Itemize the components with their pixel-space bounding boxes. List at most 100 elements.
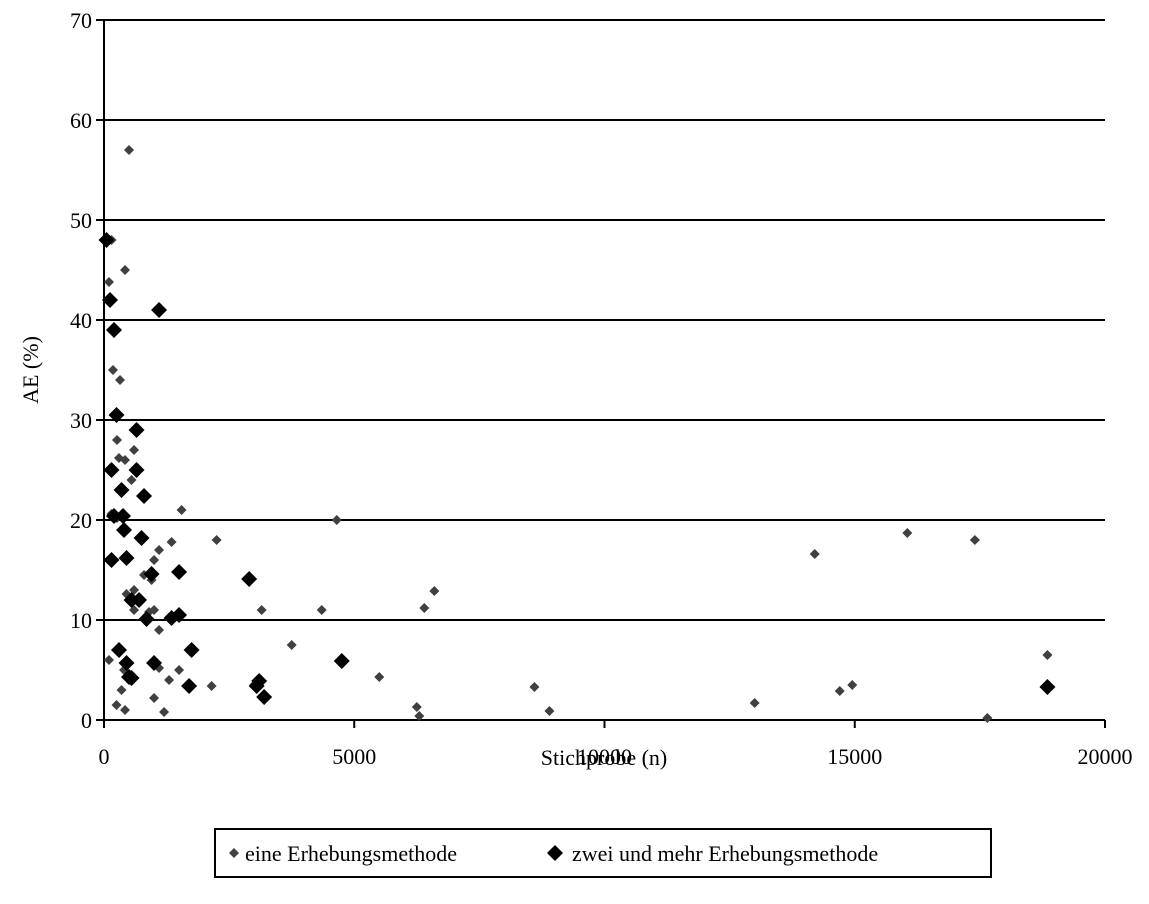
scatter-point-series-1 xyxy=(164,675,175,685)
y-tick-label: 20 xyxy=(70,508,92,533)
legend-label-series-1: eine Erhebungsmethode xyxy=(245,841,457,866)
y-axis-ticks: 0 10 20 30 40 50 60 70 xyxy=(70,8,104,733)
scatter-point-series-2 xyxy=(181,678,198,694)
data-points xyxy=(98,145,1056,723)
x-tick-label: 5000 xyxy=(332,744,376,769)
scatter-point-series-1 xyxy=(419,603,430,613)
scatter-point-series-2 xyxy=(113,482,130,498)
scatter-point-series-1 xyxy=(847,680,858,690)
scatter-point-series-1 xyxy=(411,702,422,712)
scatter-point-series-1 xyxy=(149,693,160,703)
y-tick-label: 10 xyxy=(70,608,92,633)
scatter-point-series-2 xyxy=(103,462,120,478)
scatter-point-series-1 xyxy=(112,435,123,445)
scatter-point-series-2 xyxy=(171,564,188,580)
scatter-point-series-1 xyxy=(121,589,132,599)
scatter-point-series-1 xyxy=(982,713,993,723)
scatter-point-series-1 xyxy=(115,375,126,385)
y-axis-title: AE (%) xyxy=(18,336,43,404)
scatter-point-series-2 xyxy=(256,689,273,705)
scatter-point-series-1 xyxy=(119,665,130,675)
y-tick-label: 30 xyxy=(70,408,92,433)
x-axis-ticks: 0 5000 10000 15000 20000 xyxy=(99,720,1133,769)
scatter-point-series-1 xyxy=(1042,650,1053,660)
scatter-point-series-2 xyxy=(1039,679,1056,695)
scatter-point-series-2 xyxy=(115,508,132,524)
scatter-point-series-1 xyxy=(176,505,187,515)
scatter-point-series-2 xyxy=(163,610,180,626)
scatter-point-series-1 xyxy=(120,455,131,465)
scatter-point-series-2 xyxy=(138,611,155,627)
scatter-point-series-1 xyxy=(126,475,137,485)
scatter-point-series-2 xyxy=(248,678,265,694)
legend-box xyxy=(214,828,992,878)
y-tick-label: 0 xyxy=(81,708,92,733)
scatter-point-series-1 xyxy=(120,265,131,275)
scatter-point-series-2 xyxy=(123,670,140,686)
scatter-point-series-1 xyxy=(544,706,555,716)
scatter-point-series-1 xyxy=(529,682,540,692)
legend-marker-series-1 xyxy=(229,848,239,858)
scatter-point-series-1 xyxy=(166,537,177,547)
scatter-point-series-1 xyxy=(286,640,297,650)
scatter-point-series-2 xyxy=(128,422,145,438)
grid-lines xyxy=(104,19,1105,621)
scatter-point-series-1 xyxy=(331,515,342,525)
scatter-point-series-1 xyxy=(256,605,267,615)
scatter-point-series-1 xyxy=(902,528,913,538)
scatter-point-series-1 xyxy=(104,277,115,287)
scatter-point-series-1 xyxy=(414,711,425,721)
scatter-point-series-1 xyxy=(834,686,845,696)
scatter-point-series-1 xyxy=(104,655,115,665)
scatter-point-series-1 xyxy=(154,625,165,635)
scatter-point-series-2 xyxy=(106,322,123,338)
scatter-point-series-2 xyxy=(133,530,150,546)
x-tick-label: 20000 xyxy=(1078,744,1133,769)
scatter-point-series-1 xyxy=(211,535,222,545)
scatter-point-series-2 xyxy=(151,302,168,318)
scatter-point-series-2 xyxy=(108,407,125,423)
x-tick-label: 0 xyxy=(99,744,110,769)
legend-marker-series-2 xyxy=(547,845,563,861)
scatter-point-series-1 xyxy=(429,586,440,596)
y-tick-label: 70 xyxy=(70,8,92,33)
scatter-point-series-2 xyxy=(146,655,163,671)
scatter-point-series-1 xyxy=(809,549,820,559)
scatter-point-series-2 xyxy=(123,592,140,608)
scatter-point-series-2 xyxy=(118,655,135,671)
x-tick-label: 15000 xyxy=(827,744,882,769)
scatter-point-series-2 xyxy=(98,232,115,248)
scatter-point-series-1 xyxy=(374,672,385,682)
scatter-point-series-1 xyxy=(174,665,185,675)
scatter-point-series-1 xyxy=(149,605,160,615)
scatter-point-series-2 xyxy=(143,566,160,582)
scatter-point-series-1 xyxy=(316,605,327,615)
scatter-point-series-2 xyxy=(241,571,258,587)
scatter-point-series-1 xyxy=(154,545,165,555)
scatter-point-series-2 xyxy=(128,462,145,478)
scatter-point-series-1 xyxy=(116,685,127,695)
scatter-point-series-1 xyxy=(159,707,170,717)
scatter-point-series-2 xyxy=(111,642,128,658)
x-tick-label: 10000 xyxy=(577,744,632,769)
scatter-point-series-2 xyxy=(333,653,350,669)
scatter-point-series-1 xyxy=(129,445,140,455)
scatter-point-series-2 xyxy=(118,550,135,566)
scatter-point-series-1 xyxy=(108,365,119,375)
scatter-point-series-1 xyxy=(969,535,980,545)
scatter-point-series-1 xyxy=(749,698,760,708)
legend-label-series-2: zwei und mehr Erhebungsmethode xyxy=(572,841,878,866)
scatter-point-series-2 xyxy=(136,488,153,504)
scatter-point-series-2 xyxy=(103,552,120,568)
x-axis-title: Stichprobe (n) xyxy=(541,745,667,770)
y-tick-label: 40 xyxy=(70,308,92,333)
scatter-point-series-2 xyxy=(102,292,119,308)
y-tick-label: 60 xyxy=(70,108,92,133)
scatter-point-series-1 xyxy=(120,705,131,715)
legend: eine Erhebungsmethode zwei und mehr Erhe… xyxy=(214,828,992,878)
scatter-point-series-1 xyxy=(111,700,122,710)
scatter-point-series-2 xyxy=(116,522,133,538)
scatter-point-series-2 xyxy=(183,642,200,658)
scatter-point-series-1 xyxy=(124,145,135,155)
